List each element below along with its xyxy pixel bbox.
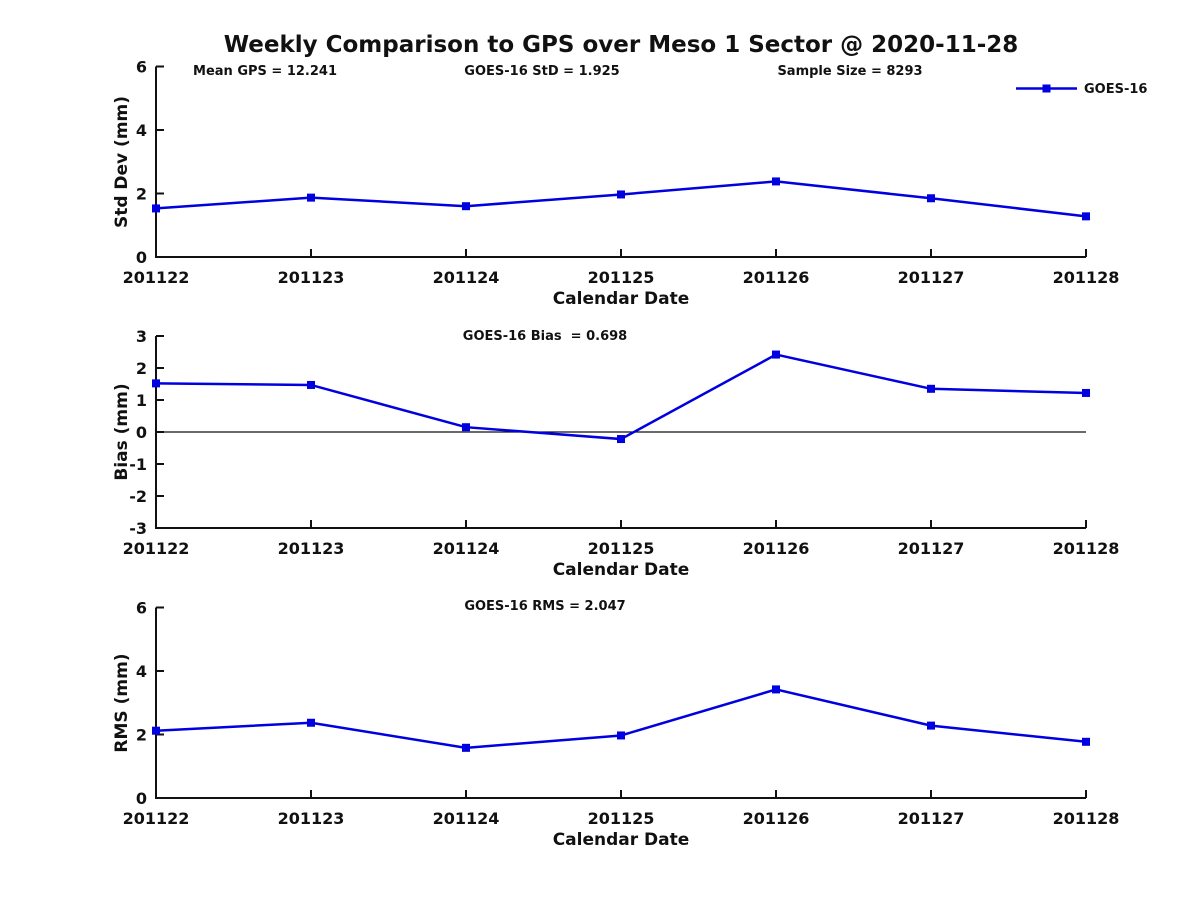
data-point-marker	[617, 435, 625, 444]
x-tick-label: 201126	[743, 539, 810, 558]
data-point-marker	[152, 204, 160, 213]
data-line	[155, 353, 1087, 441]
data-point-marker	[152, 726, 160, 735]
y-tick-label: -2	[129, 487, 147, 506]
annotation-sample-size: Sample Size = 8293	[777, 64, 923, 79]
x-tick-label: 201125	[588, 539, 655, 558]
annotation-mean-gps: Mean GPS = 12.241	[193, 64, 337, 79]
x-tick-label: 201123	[278, 268, 345, 287]
data-point-marker	[462, 202, 470, 211]
x-tick-label: 201127	[898, 539, 965, 558]
data-point-marker	[772, 177, 780, 186]
data-line	[155, 180, 1087, 218]
data-point-marker	[152, 379, 160, 388]
data-point-marker	[617, 731, 625, 740]
data-point-marker	[462, 743, 470, 752]
y-tick-label: -3	[129, 519, 147, 538]
data-point-marker	[307, 380, 315, 389]
data-point-marker	[1082, 212, 1090, 221]
x-axis-label-middle: Calendar Date	[552, 560, 690, 580]
data-point-marker	[772, 350, 780, 359]
data-point-marker	[307, 193, 315, 202]
y-tick-label: -1	[129, 455, 147, 474]
y-axis-label-stddev: Std Dev (mm)	[112, 95, 132, 229]
y-tick-label: 2	[136, 359, 147, 378]
x-tick-label: 201123	[278, 809, 345, 828]
y-axis-label-bias: Bias (mm)	[112, 383, 132, 481]
data-point-marker	[462, 423, 470, 432]
x-tick-label: 201123	[278, 539, 345, 558]
data-point-marker	[772, 685, 780, 694]
y-tick-label: 0	[136, 423, 147, 442]
x-tick-label: 201122	[123, 539, 190, 558]
x-axis-label-top: Calendar Date	[552, 289, 690, 309]
y-tick-label: 1	[136, 391, 147, 410]
x-tick-label: 201125	[588, 809, 655, 828]
legend-marker-icon	[1042, 84, 1051, 93]
y-tick-label: 4	[136, 662, 147, 681]
x-tick-label: 201124	[433, 809, 500, 828]
x-tick-label: 201126	[743, 809, 810, 828]
legend-label: GOES-16	[1084, 82, 1148, 97]
x-tick-label: 201127	[898, 809, 965, 828]
x-tick-label: 201126	[743, 268, 810, 287]
axis-spine	[155, 607, 1086, 799]
x-tick-label: 201125	[588, 268, 655, 287]
x-tick-label: 201128	[1053, 539, 1120, 558]
page-title: Weekly Comparison to GPS over Meso 1 Sec…	[223, 32, 1019, 58]
y-tick-label: 0	[136, 248, 147, 267]
data-point-marker	[927, 384, 935, 393]
y-tick-label: 2	[136, 185, 147, 204]
x-tick-label: 201128	[1053, 268, 1120, 287]
data-point-marker	[927, 194, 935, 203]
data-point-marker	[617, 190, 625, 199]
x-tick-label: 201127	[898, 268, 965, 287]
y-tick-label: 6	[136, 599, 147, 618]
x-tick-label: 201124	[433, 268, 500, 287]
x-tick-label: 201128	[1053, 809, 1120, 828]
annotation-goes16-std: GOES-16 StD = 1.925	[464, 64, 620, 79]
x-tick-label: 201124	[433, 539, 500, 558]
y-tick-label: 0	[136, 789, 147, 808]
y-tick-label: 4	[136, 121, 147, 140]
y-tick-label: 6	[136, 58, 147, 77]
data-point-marker	[1082, 737, 1090, 746]
y-axis-label-rms: RMS (mm)	[112, 653, 132, 753]
y-tick-label: 3	[136, 327, 147, 346]
data-point-marker	[1082, 388, 1090, 397]
y-tick-label: 2	[136, 726, 147, 745]
x-tick-label: 201122	[123, 809, 190, 828]
data-point-marker	[307, 718, 315, 727]
data-point-marker	[927, 721, 935, 730]
x-axis-label-bottom: Calendar Date	[552, 830, 690, 850]
annotation-goes16-rms: GOES-16 RMS = 2.047	[464, 599, 626, 614]
axis-spine	[155, 66, 1086, 258]
x-tick-label: 201122	[123, 268, 190, 287]
annotation-goes16-bias: GOES-16 Bias = 0.698	[462, 329, 628, 344]
